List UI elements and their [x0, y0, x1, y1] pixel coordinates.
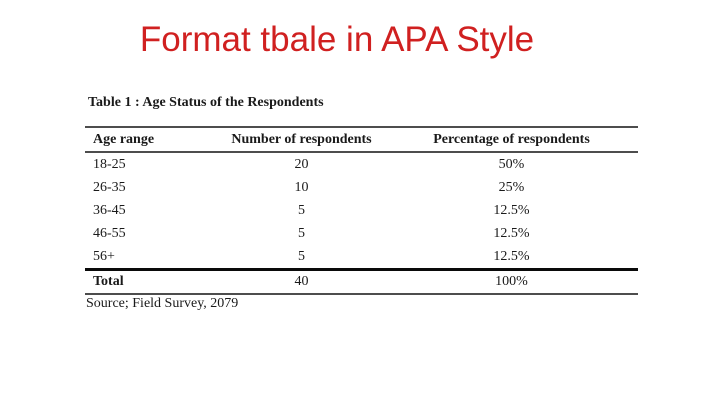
cell-age-range: 46-55 [93, 225, 126, 241]
cell-percentage: 25% [498, 179, 525, 195]
table-row: 56+ 5 12.5% [85, 245, 638, 270]
cell-age-range: 18-25 [93, 156, 126, 172]
source-note: Source; Field Survey, 2079 [86, 296, 239, 311]
table-row: 18-25 20 50% [85, 152, 638, 176]
column-header-age-range: Age range [85, 126, 218, 153]
cell-age-range: 26-35 [93, 179, 126, 195]
cell-percentage: 50% [498, 156, 525, 172]
cell-number: 5 [298, 202, 305, 218]
slide-title: Format tbale in APA Style [139, 20, 535, 59]
table-row: 36-45 5 12.5% [85, 199, 638, 222]
column-header-percentage: Percentage of respondents [385, 126, 638, 153]
cell-age-range: 56+ [93, 248, 115, 264]
cell-number: 20 [294, 156, 309, 172]
total-percentage: 100% [385, 268, 638, 295]
cell-percentage: 12.5% [493, 248, 530, 264]
table-row: 26-35 10 25% [85, 176, 638, 199]
cell-number: 5 [298, 248, 305, 264]
age-status-table: Age range Number of respondents Percenta… [85, 126, 638, 295]
table-header: Age range Number of respondents Percenta… [85, 126, 638, 153]
total-label: Total [85, 268, 218, 295]
cell-percentage: 12.5% [493, 225, 530, 241]
table-row: 46-55 5 12.5% [85, 222, 638, 245]
cell-age-range: 36-45 [93, 202, 126, 218]
cell-percentage: 12.5% [493, 202, 530, 218]
column-header-number: Number of respondents [218, 126, 385, 153]
header-row: Age range Number of respondents Percenta… [85, 126, 638, 153]
total-number: 40 [218, 268, 385, 295]
cell-number: 5 [298, 225, 305, 241]
cell-number: 10 [294, 179, 309, 195]
table-body: 18-25 20 50% 26-35 10 25% 36-45 5 12.5% … [85, 152, 638, 295]
total-row: Total 40 100% [85, 268, 638, 295]
table-caption: Table 1 : Age Status of the Respondents [88, 95, 324, 110]
